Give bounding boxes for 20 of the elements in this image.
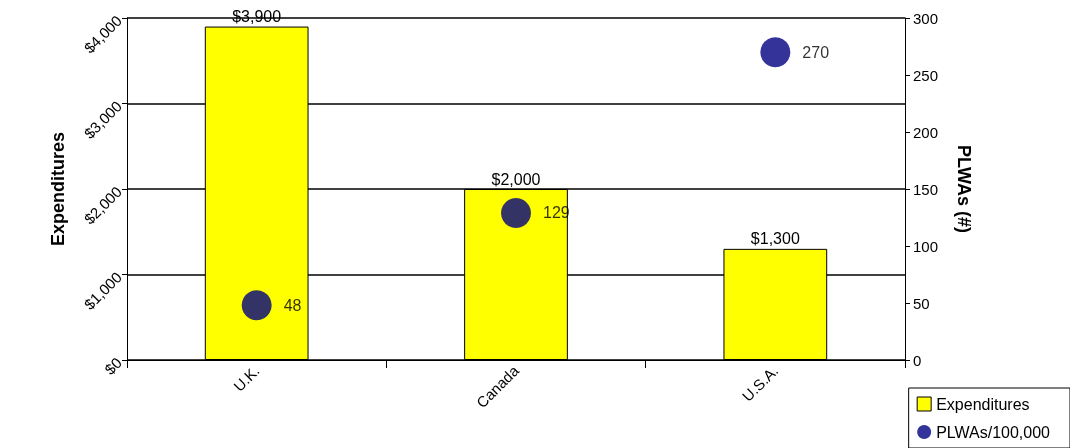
- data-label: $1,300: [750, 230, 800, 248]
- point: [760, 37, 791, 68]
- y2-tick-label: 150: [913, 180, 939, 198]
- point: [501, 197, 531, 228]
- point: [241, 290, 272, 321]
- y2-tick-label: 0: [913, 351, 922, 369]
- y-axis-title: Expenditures: [48, 131, 68, 247]
- data-label: $2,000: [491, 170, 541, 188]
- data-label: 270: [802, 43, 830, 61]
- legend-label: PLWAs/100,000: [936, 423, 1051, 441]
- legend-label: Expenditures: [936, 395, 1030, 413]
- x-tick-label: U.K.: [230, 361, 263, 395]
- y2-tick-label: 300: [913, 9, 939, 27]
- y2-tick-label: 250: [913, 66, 939, 84]
- data-label: 48: [283, 296, 302, 314]
- y2-tick-label: 50: [913, 294, 930, 312]
- y-tick-label: $0: [101, 353, 126, 378]
- y2-tick-label: 200: [913, 123, 939, 141]
- y2-axis-title: PLWAs (#): [954, 144, 974, 234]
- y2-tick-label: 100: [913, 237, 939, 255]
